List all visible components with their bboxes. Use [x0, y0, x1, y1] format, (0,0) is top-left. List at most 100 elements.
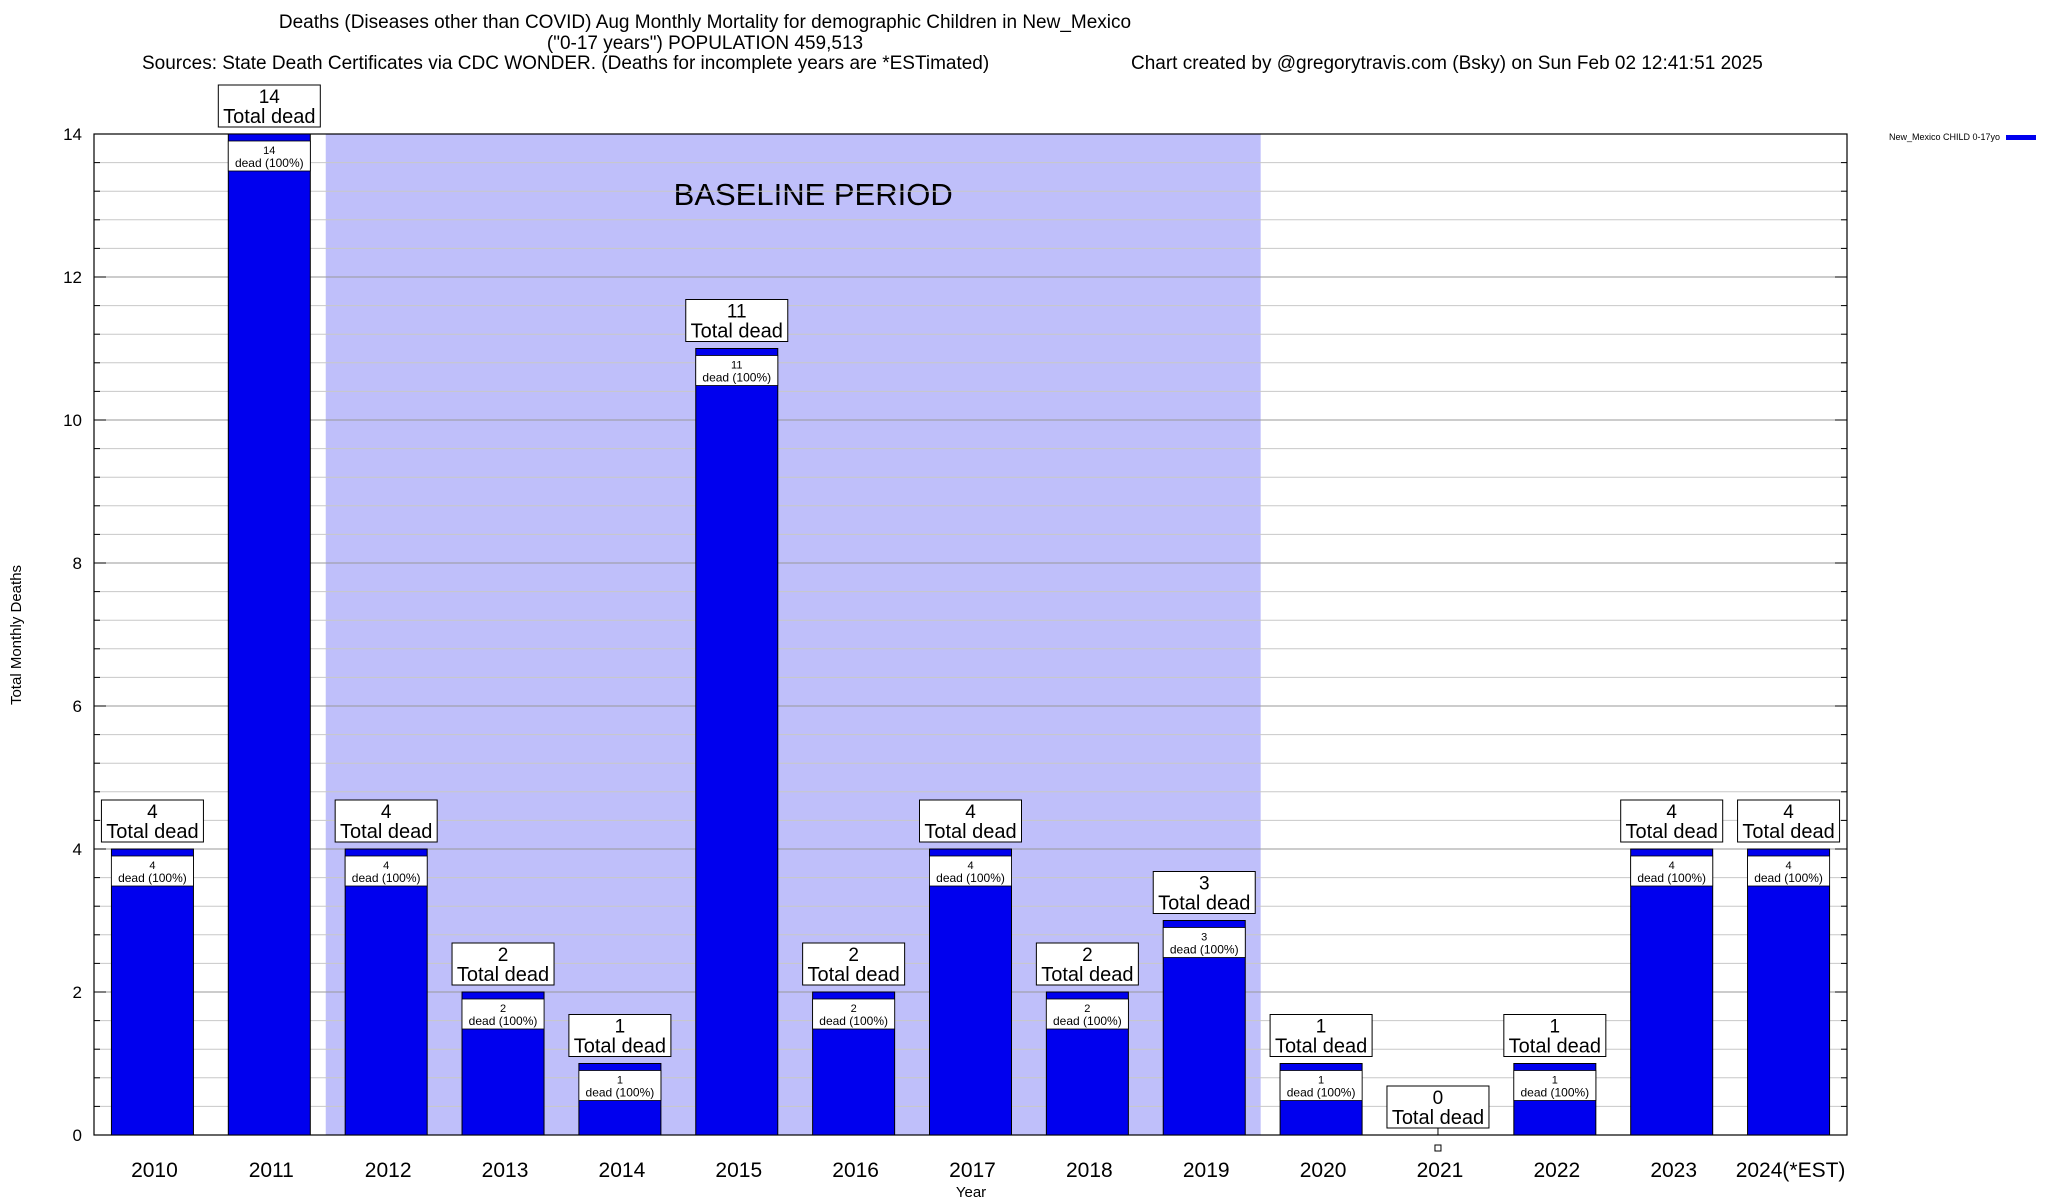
total-label-text: Total dead	[1392, 1107, 1484, 1129]
bar-label-value: 4	[1669, 860, 1675, 872]
bar-label-value: 14	[263, 145, 275, 157]
bar-label-value: 1	[1552, 1075, 1558, 1087]
bar-label-text: dead (100%)	[586, 1086, 655, 1100]
x-tick-label: 2013	[482, 1159, 529, 1182]
total-label-text: Total dead	[924, 821, 1016, 843]
total-label-value: 4	[147, 802, 158, 823]
bar-label-value: 1	[617, 1075, 623, 1087]
total-label-box	[1152, 871, 1256, 914]
bar-label-box	[1279, 1070, 1363, 1101]
x-tick-label: 2021	[1417, 1159, 1464, 1182]
bar-label-box	[1162, 927, 1246, 958]
bar-label-text: dead (100%)	[1053, 1014, 1122, 1028]
total-label-text: Total dead	[807, 964, 899, 986]
bar-label-text: dead (100%)	[1170, 943, 1239, 957]
total-label-box	[1620, 799, 1724, 843]
bar	[110, 848, 194, 1136]
bar-label-value: 4	[149, 860, 155, 872]
bar-label-box	[812, 998, 896, 1030]
x-tick-label: 2012	[365, 1159, 412, 1182]
y-axis-label: Total Monthly Deaths	[8, 565, 25, 705]
x-tick-label: 2017	[949, 1159, 996, 1182]
total-label-value: 2	[848, 945, 859, 966]
legend-swatch	[2006, 135, 2036, 140]
x-tick-label: 2016	[832, 1159, 879, 1182]
total-label-text: Total dead	[1626, 821, 1718, 843]
total-label-box	[685, 299, 789, 342]
bar	[695, 348, 779, 1136]
total-label-box	[1737, 799, 1841, 843]
total-label-text: Total dead	[1158, 893, 1250, 915]
bar-label-box	[578, 1070, 662, 1101]
total-label-value: 14	[259, 87, 281, 108]
total-label-box	[568, 1014, 672, 1057]
bar-label-text: dead (100%)	[702, 371, 771, 385]
bar-label-text: dead (100%)	[235, 156, 304, 170]
bar-label-box	[1630, 855, 1714, 887]
sources-text: Sources: State Death Certificates via CD…	[142, 53, 990, 74]
total-label-value: 11	[727, 302, 747, 323]
bar-label-box	[344, 855, 428, 887]
bar-label-value: 3	[1201, 932, 1207, 944]
total-label-value: 4	[1783, 802, 1794, 823]
total-label-value: 2	[1082, 945, 1093, 966]
total-label-text: Total dead	[457, 964, 549, 986]
total-label-text: Total dead	[691, 321, 783, 343]
bar-label-value: 2	[500, 1003, 506, 1015]
x-tick-label: 2020	[1300, 1159, 1347, 1182]
y-tick-label: 4	[73, 840, 82, 859]
bar-label-box	[227, 140, 311, 172]
bar-label-box	[461, 998, 545, 1030]
bar	[344, 848, 428, 1136]
total-label-text: Total dead	[223, 106, 315, 128]
bar-label-value: 4	[383, 860, 389, 872]
bar-label-box	[1513, 1070, 1597, 1101]
bar-label-value: 4	[1786, 860, 1792, 872]
bar-label-text: dead (100%)	[118, 871, 187, 885]
bar	[929, 848, 1012, 1136]
x-tick-label: 2014	[599, 1159, 646, 1182]
bar-label-value: 2	[851, 1003, 857, 1015]
bar-label-value: 2	[1084, 1003, 1090, 1015]
bar-label-text: dead (100%)	[1754, 871, 1823, 885]
total-label-box	[217, 84, 321, 128]
total-label-value: 0	[1433, 1088, 1444, 1109]
total-label-value: 4	[381, 802, 392, 823]
total-label-value: 3	[1199, 874, 1210, 895]
bar-label-text: dead (100%)	[1637, 871, 1706, 885]
x-tick-label: 2019	[1183, 1159, 1230, 1182]
total-label-text: Total dead	[574, 1036, 666, 1058]
zero-marker	[1434, 1144, 1442, 1152]
y-tick-label: 8	[73, 554, 82, 573]
x-tick-label: 2022	[1533, 1159, 1580, 1182]
x-tick-label: 2024(*EST)	[1736, 1159, 1846, 1182]
bar-label-text: dead (100%)	[1520, 1086, 1589, 1100]
bar-label-text: dead (100%)	[469, 1014, 538, 1028]
credit-text: Chart created by @gregorytravis.com (Bsk…	[1131, 53, 1763, 74]
bar-label-value: 1	[1318, 1075, 1324, 1087]
total-label-text: Total dead	[1742, 821, 1834, 843]
total-label-value: 4	[965, 802, 976, 823]
total-label-text: Total dead	[106, 821, 198, 843]
total-label-text: Total dead	[1275, 1036, 1367, 1058]
total-label-text: Total dead	[340, 821, 432, 843]
baseline-label: BASELINE PERIOD	[674, 177, 953, 212]
total-label-box	[1386, 1085, 1490, 1129]
bar-label-box	[1747, 855, 1830, 887]
x-tick-label: 2018	[1066, 1159, 1113, 1182]
total-label-value: 1	[1550, 1017, 1561, 1038]
total-label-value: 1	[615, 1017, 626, 1038]
total-label-value: 1	[1316, 1017, 1327, 1038]
x-tick-label: 2023	[1650, 1159, 1697, 1182]
chart-subtitle: ("0-17 years") POPULATION 459,513	[546, 33, 864, 54]
bar-label-text: dead (100%)	[352, 871, 421, 885]
total-label-box	[802, 942, 906, 986]
bar-label-text: dead (100%)	[936, 871, 1005, 885]
y-tick-label: 2	[73, 983, 82, 1002]
total-label-box	[919, 799, 1022, 843]
chart-title: Deaths (Diseases other than COVID) Aug M…	[278, 12, 1132, 33]
bar	[1630, 848, 1714, 1136]
bar	[1747, 848, 1831, 1136]
total-label-text: Total dead	[1041, 964, 1133, 986]
